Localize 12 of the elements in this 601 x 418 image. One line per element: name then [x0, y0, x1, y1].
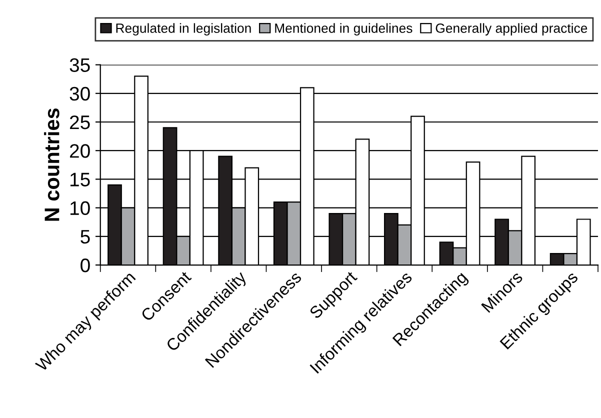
- y-tick-label: 15: [70, 172, 90, 186]
- y-tick-label: 25: [70, 115, 90, 130]
- legend-label: Regulated in legislation: [116, 23, 251, 36]
- y-tick-label: 0: [80, 258, 90, 272]
- y-axis-title: N countries: [44, 108, 60, 221]
- y-tick-label: 10: [70, 201, 90, 216]
- legend-label: Mentioned in guidelines: [275, 23, 412, 36]
- y-tick-label: 5: [80, 230, 90, 244]
- y-tick-label: 30: [70, 86, 90, 101]
- legend-label: Generally applied practice: [436, 23, 588, 36]
- y-tick-label: 35: [70, 58, 90, 72]
- y-tick-label: 20: [70, 144, 90, 158]
